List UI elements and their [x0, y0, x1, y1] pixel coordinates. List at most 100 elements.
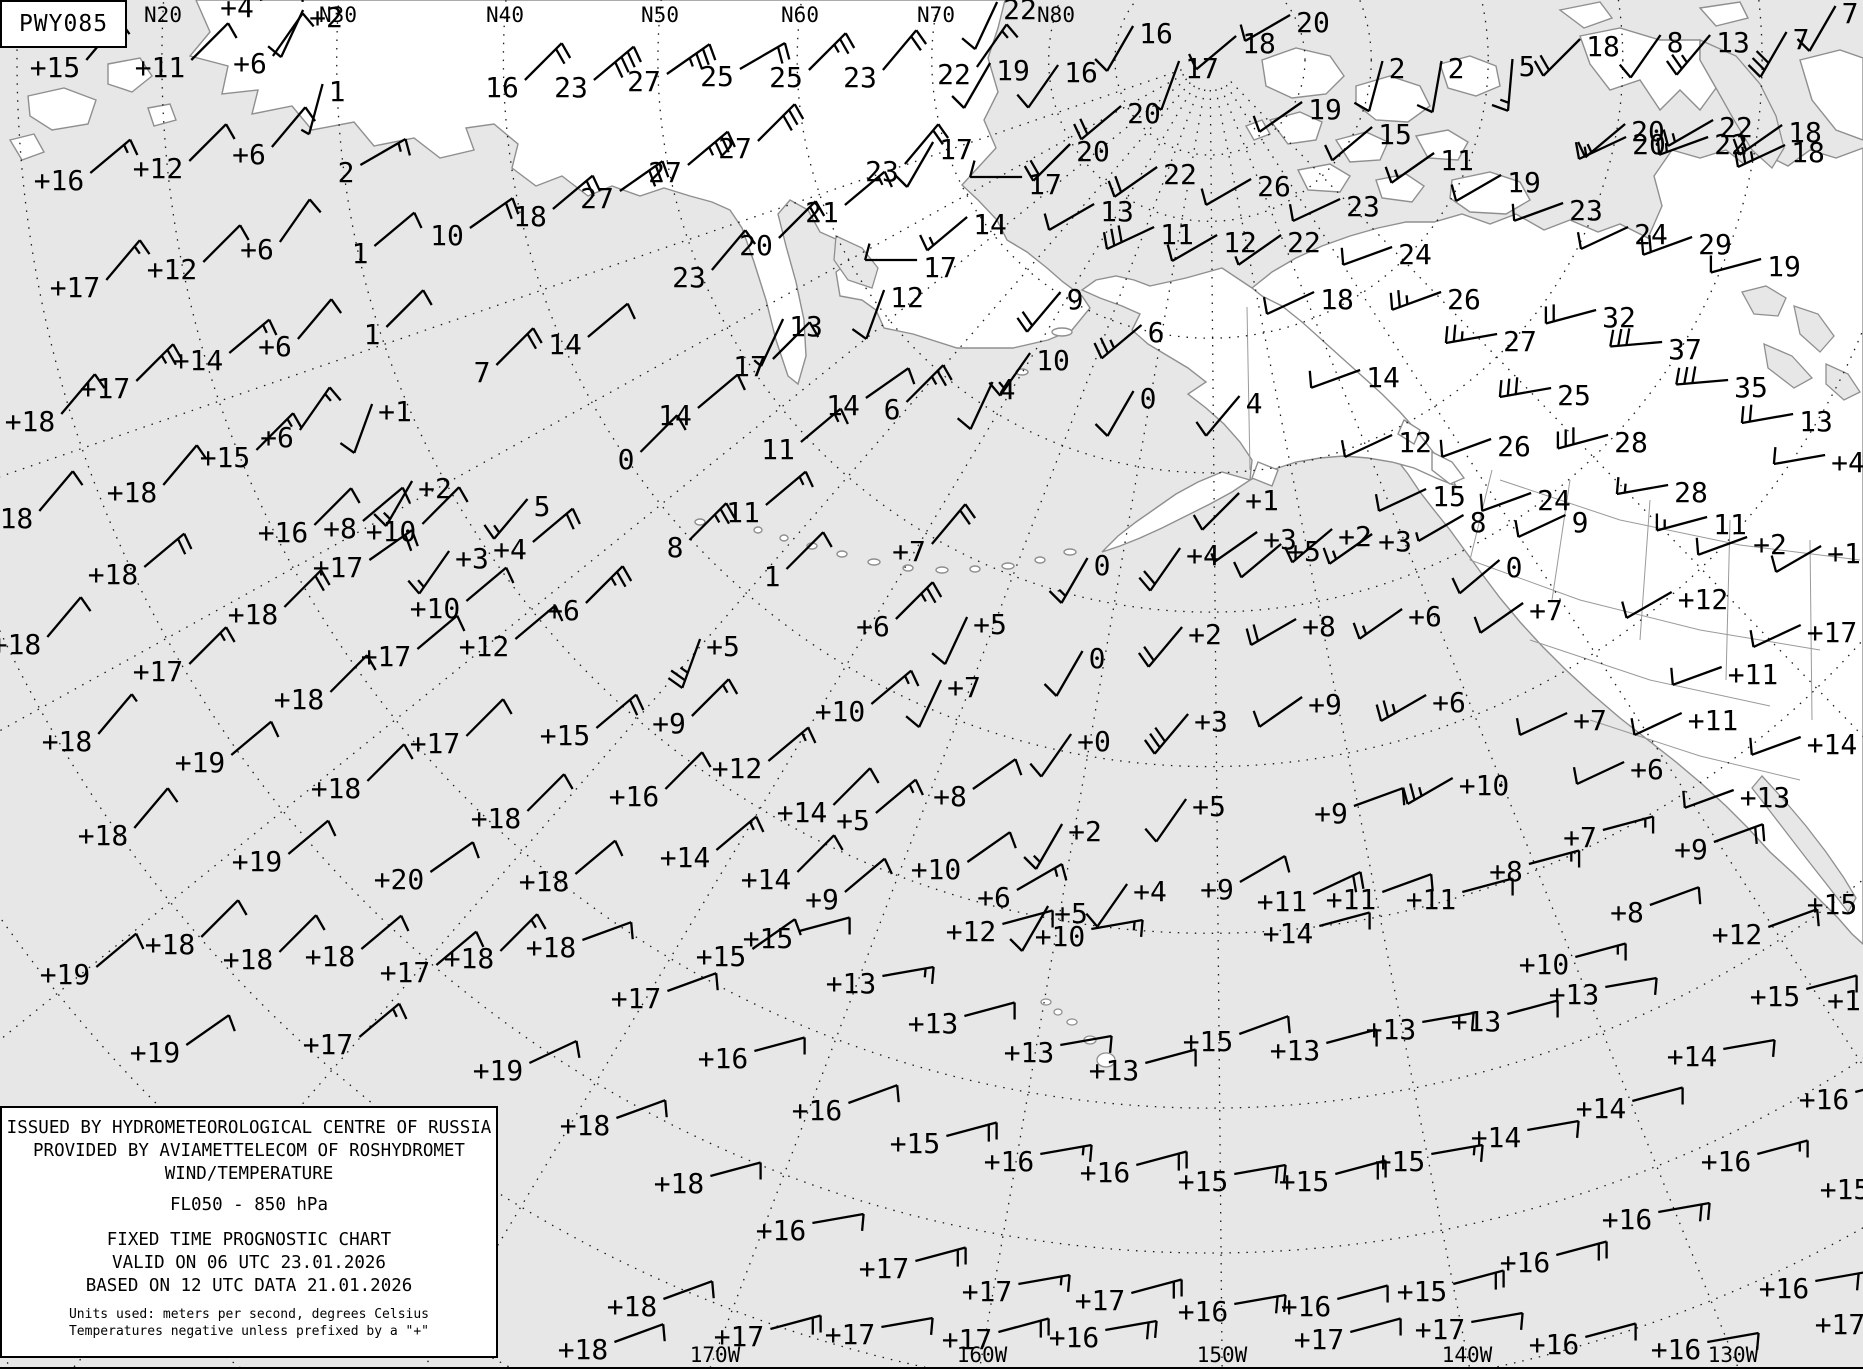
wind-barb-feather: [930, 376, 938, 385]
station-plot: +18: [88, 532, 193, 591]
water-anadyr-gulf: [833, 235, 879, 289]
station-temperature: +13: [1270, 1034, 1321, 1067]
wind-barb-feather: [398, 1003, 408, 1020]
station-temperature: 27: [580, 182, 614, 215]
station-plot: +4: [1772, 446, 1863, 479]
wind-barb-shaft: [751, 918, 796, 950]
station-plot: +14: [660, 815, 765, 874]
station-plot: +12: [1621, 583, 1729, 619]
land-arctic-islands: [1244, 47, 1531, 215]
wind-barb-feather: [339, 442, 355, 454]
wind-barb-shaft: [1458, 559, 1501, 595]
station-plot: +17: [714, 1314, 822, 1353]
station-plot: +14: [1667, 1038, 1776, 1073]
station-plot: +3: [1322, 525, 1412, 565]
wind-barb-feather: [1739, 133, 1748, 151]
wind-barb-shaft: [1605, 976, 1657, 989]
station-plot: +13: [908, 1001, 1016, 1040]
wind-barb-shaft: [280, 9, 305, 58]
station-plot: +7: [905, 671, 981, 728]
wind-barb-shaft: [800, 407, 842, 443]
wind-barb-shaft: [1775, 545, 1822, 573]
station-plot: 22: [937, 23, 1019, 91]
station-plot: 20: [739, 200, 826, 262]
station-plot: +18: [228, 569, 331, 631]
wind-barb-feather: [1252, 710, 1261, 728]
station-temperature: +6: [233, 47, 267, 80]
info-sign-note: Temperatures negative unless prefixed by…: [68, 1324, 430, 1339]
station-temperature: 22: [1163, 158, 1197, 191]
station-plot: 7: [1747, 23, 1809, 78]
wind-barb-feather: [662, 1324, 666, 1342]
station-plot: +12: [133, 123, 236, 185]
station-plot: +9: [1674, 823, 1766, 866]
station-temperature: +17: [611, 982, 662, 1015]
wind-barb-feather: [1472, 1146, 1476, 1156]
water-gulf-of-california: [1751, 775, 1857, 914]
wind-barb-feather: [1741, 146, 1747, 164]
station-temperature: 1: [764, 560, 781, 593]
station-plot: +9: [652, 678, 739, 740]
station-temperature: 11: [1440, 144, 1474, 177]
station-plot: +12: [1712, 908, 1820, 951]
wind-barb-shaft: [1100, 324, 1143, 360]
wind-barb-feather: [172, 343, 183, 360]
wind-barb-feather: [620, 56, 630, 73]
station-temperature: 12: [890, 281, 924, 314]
wind-barb-feather: [648, 170, 657, 187]
wind-barb-feather: [1117, 225, 1123, 243]
wind-barb-feather: [555, 48, 566, 65]
wind-barb-feather: [71, 470, 84, 486]
wind-barb-shaft: [964, 1001, 1015, 1018]
station-plot: 1: [764, 531, 833, 593]
wind-barb-feather: [1617, 328, 1623, 347]
station-temperature: 14: [658, 399, 692, 432]
station-temperature: 11: [1713, 508, 1747, 541]
wind-barb-feather: [239, 224, 250, 241]
chart-id-box: PWY085: [0, 0, 127, 48]
wind-barb-shaft: [329, 654, 368, 693]
station-plot: 26: [1439, 430, 1531, 463]
wind-barb-shaft: [297, 298, 333, 340]
wind-barb-feather: [930, 966, 935, 985]
station-temperature: +18: [223, 943, 274, 976]
wind-barb-feather: [1770, 555, 1778, 573]
station-temperature: 18: [1320, 283, 1354, 316]
wind-barb-shaft: [754, 1036, 805, 1053]
wind-barb-feather: [1108, 1035, 1113, 1054]
wind-barb-feather: [227, 22, 238, 39]
wind-barb-feather: [676, 414, 687, 431]
station-temperature: 27: [627, 65, 661, 98]
station-plot: +18: [471, 773, 574, 835]
wind-barb-feather: [1754, 826, 1758, 845]
wind-barb-feather: [1479, 1144, 1484, 1163]
station-temperature: +17: [313, 551, 364, 584]
station-plot: 11: [761, 407, 849, 466]
wind-barb-shaft: [1266, 290, 1315, 316]
wind-barb-shaft: [969, 381, 994, 430]
wind-barb-feather: [1110, 228, 1116, 246]
wind-barb-shaft: [1358, 608, 1403, 640]
station-plot: 0: [1048, 549, 1110, 604]
station-temperature: +15: [1183, 1025, 1234, 1058]
wind-barb-shaft: [1310, 368, 1361, 389]
info-level-line: FL050 - 850 hPa: [169, 1195, 329, 1215]
station-plot: +7: [1473, 594, 1563, 634]
station-plot: 9: [1016, 283, 1083, 333]
wind-barb-feather: [1287, 1016, 1291, 1034]
station-temperature: +16: [1080, 1156, 1131, 1189]
station-temperature: +12: [1678, 583, 1729, 616]
station-plot: 24: [1340, 238, 1432, 271]
wind-barb-feather: [1210, 553, 1216, 563]
station-temperature: +4: [1831, 446, 1863, 479]
station-plot: +5: [1144, 790, 1226, 843]
station-plot: +5: [667, 630, 740, 689]
wind-barb-shaft: [38, 470, 74, 512]
station-temperature: 32: [1602, 301, 1636, 334]
station-temperature: +16: [34, 164, 85, 197]
station-temperature: +10: [815, 695, 866, 728]
wind-barb-feather: [923, 968, 927, 978]
station-plot: +16: [698, 1036, 806, 1075]
station-temperature: +13: [1451, 1005, 1502, 1038]
station-plot: 0: [1094, 382, 1156, 437]
